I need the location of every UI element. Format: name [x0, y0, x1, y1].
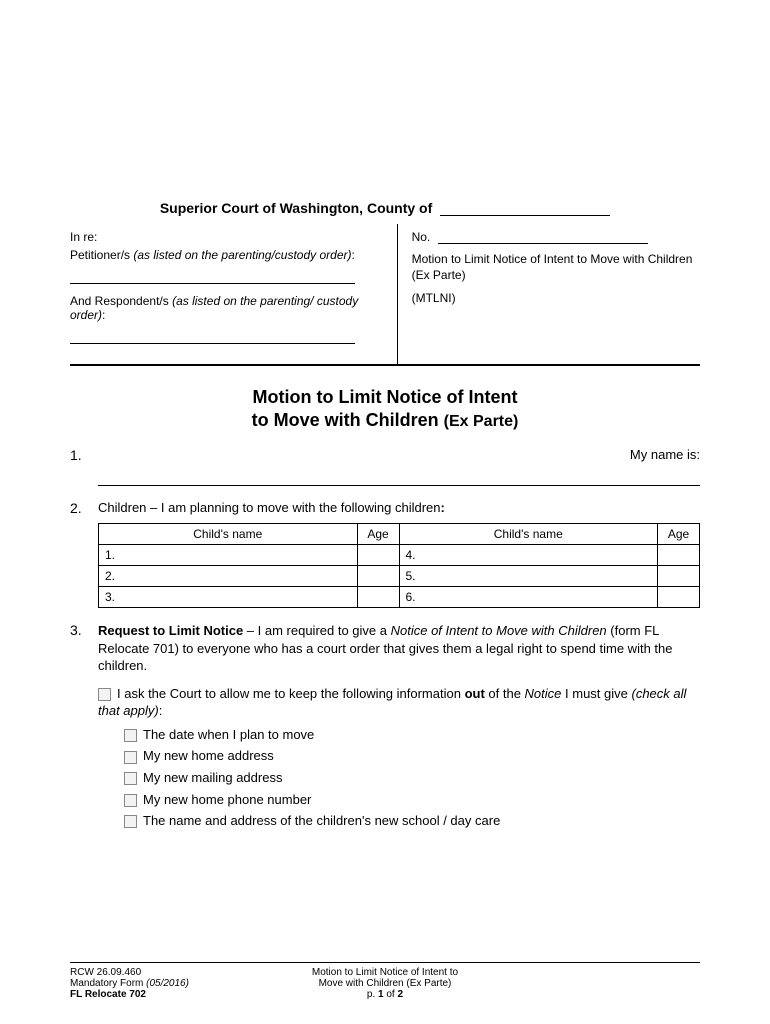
th-age-2: Age: [658, 524, 700, 545]
footer-mandatory-row: Mandatory Form (05/2016): [70, 978, 278, 989]
checkbox-opt-0[interactable]: [124, 729, 137, 742]
ask-italic: Notice: [525, 686, 562, 701]
children-table: Child's name Age Child's name Age 1. 4. …: [98, 523, 700, 608]
cell-name-4[interactable]: 4.: [399, 545, 658, 566]
section-2: 2. Children – I am planning to move with…: [70, 500, 700, 608]
petitioner-note: (as listed on the parenting/custody orde…: [133, 248, 351, 262]
footer-center-1: Motion to Limit Notice of Intent to: [278, 967, 492, 978]
footer-right: [492, 967, 700, 1000]
opt-label-1: My new home address: [143, 748, 274, 763]
court-header: Superior Court of Washington, County of: [70, 200, 700, 216]
case-no-blank[interactable]: [438, 243, 648, 244]
section-2-num: 2.: [70, 500, 98, 608]
court-header-text: Superior Court of Washington, County of: [160, 200, 432, 216]
footer: RCW 26.09.460 Mandatory Form (05/2016) F…: [70, 962, 700, 1000]
in-re: In re:: [70, 230, 387, 244]
cell-age-2[interactable]: [357, 566, 399, 587]
table-row: 2. 5.: [99, 566, 700, 587]
footer-form-no: FL Relocate 702: [70, 989, 278, 1000]
footer-mandatory: Mandatory Form: [70, 978, 146, 989]
checkbox-opt-2[interactable]: [124, 772, 137, 785]
cell-name-5[interactable]: 5.: [399, 566, 658, 587]
title-line1: Motion to Limit Notice of Intent: [70, 386, 700, 409]
respondent-blank[interactable]: [70, 330, 355, 344]
ask-text-c: I must give: [561, 686, 631, 701]
section-1: 1. My name is:: [70, 447, 700, 486]
caption-left: In re: Petitioner/s (as listed on the pa…: [70, 224, 398, 364]
cell-age-5[interactable]: [658, 566, 700, 587]
th-age-1: Age: [357, 524, 399, 545]
section-3-text-a: – I am required to give a: [243, 623, 390, 638]
th-name-2: Child's name: [399, 524, 658, 545]
caption-motion-code: (MTLNI): [412, 291, 700, 307]
cell-name-1[interactable]: 1.: [99, 545, 358, 566]
section-3-italic-a: Notice of Intent to Move with Children: [391, 623, 607, 638]
cell-name-6[interactable]: 6.: [399, 587, 658, 608]
footer-left: RCW 26.09.460 Mandatory Form (05/2016) F…: [70, 967, 278, 1000]
sub-checks: The date when I plan to move My new home…: [124, 726, 700, 830]
checkbox-opt-1[interactable]: [124, 751, 137, 764]
ask-colon: :: [159, 703, 163, 718]
footer-rcw: RCW 26.09.460: [70, 967, 278, 978]
cell-age-4[interactable]: [658, 545, 700, 566]
section-3-label: Request to Limit Notice: [98, 623, 243, 638]
opt-label-0: The date when I plan to move: [143, 727, 314, 742]
footer-mandatory-date: (05/2016): [146, 978, 189, 989]
ask-block: I ask the Court to allow me to keep the …: [98, 685, 700, 830]
th-name-1: Child's name: [99, 524, 358, 545]
opt-label-4: The name and address of the children's n…: [143, 813, 500, 828]
my-name-label: My name is:: [98, 447, 700, 462]
section-1-num: 1.: [70, 447, 98, 486]
section-2-colon: :: [441, 500, 445, 515]
section-2-intro: Children – I am planning to move with th…: [98, 500, 441, 515]
caption-right: No. Motion to Limit Notice of Intent to …: [398, 224, 700, 364]
county-blank[interactable]: [440, 215, 610, 216]
petitioner-label: Petitioner/s: [70, 248, 130, 262]
footer-page-c: of: [384, 989, 398, 1000]
case-no-label: No.: [412, 230, 431, 244]
footer-center: Motion to Limit Notice of Intent to Move…: [278, 967, 492, 1000]
title-line2: to Move with Children (Ex Parte): [70, 409, 700, 433]
cell-name-3[interactable]: 3.: [99, 587, 358, 608]
opt-label-3: My new home phone number: [143, 792, 311, 807]
respondent-line: And Respondent/s (as listed on the paren…: [70, 294, 387, 322]
checkbox-opt-4[interactable]: [124, 815, 137, 828]
ask-text-a: I ask the Court to allow me to keep the …: [117, 686, 465, 701]
ask-main-row: I ask the Court to allow me to keep the …: [98, 685, 700, 720]
section-3-num: 3.: [70, 622, 98, 833]
opt-row-4: The name and address of the children's n…: [124, 812, 700, 830]
caption-box: In re: Petitioner/s (as listed on the pa…: [70, 224, 700, 366]
opt-row-0: The date when I plan to move: [124, 726, 700, 744]
opt-row-3: My new home phone number: [124, 791, 700, 809]
ask-text-b: of the: [485, 686, 525, 701]
title-line2-text: to Move with Children: [252, 410, 439, 430]
opt-row-1: My new home address: [124, 747, 700, 765]
opt-label-2: My new mailing address: [143, 770, 282, 785]
title-paren: (Ex Parte): [444, 413, 519, 430]
case-no-row: No.: [412, 230, 700, 244]
checkbox-main[interactable]: [98, 688, 111, 701]
caption-motion-title: Motion to Limit Notice of Intent to Move…: [412, 252, 700, 283]
cell-age-3[interactable]: [357, 587, 399, 608]
table-row: 3. 6.: [99, 587, 700, 608]
petitioner-blank[interactable]: [70, 270, 355, 284]
section-3: 3. Request to Limit Notice – I am requir…: [70, 622, 700, 833]
table-row: 1. 4.: [99, 545, 700, 566]
respondent-label: And Respondent/s: [70, 294, 169, 308]
ask-bold: out: [465, 686, 485, 701]
footer-page-d: 2: [398, 989, 404, 1000]
footer-page: p. 1 of 2: [278, 989, 492, 1000]
checkbox-opt-3[interactable]: [124, 794, 137, 807]
cell-age-6[interactable]: [658, 587, 700, 608]
petitioner-line: Petitioner/s (as listed on the parenting…: [70, 248, 387, 262]
cell-name-2[interactable]: 2.: [99, 566, 358, 587]
opt-row-2: My new mailing address: [124, 769, 700, 787]
main-title: Motion to Limit Notice of Intent to Move…: [70, 386, 700, 433]
footer-center-2: Move with Children (Ex Parte): [278, 978, 492, 989]
my-name-blank[interactable]: [98, 470, 700, 486]
cell-age-1[interactable]: [357, 545, 399, 566]
footer-page-a: p.: [367, 989, 378, 1000]
